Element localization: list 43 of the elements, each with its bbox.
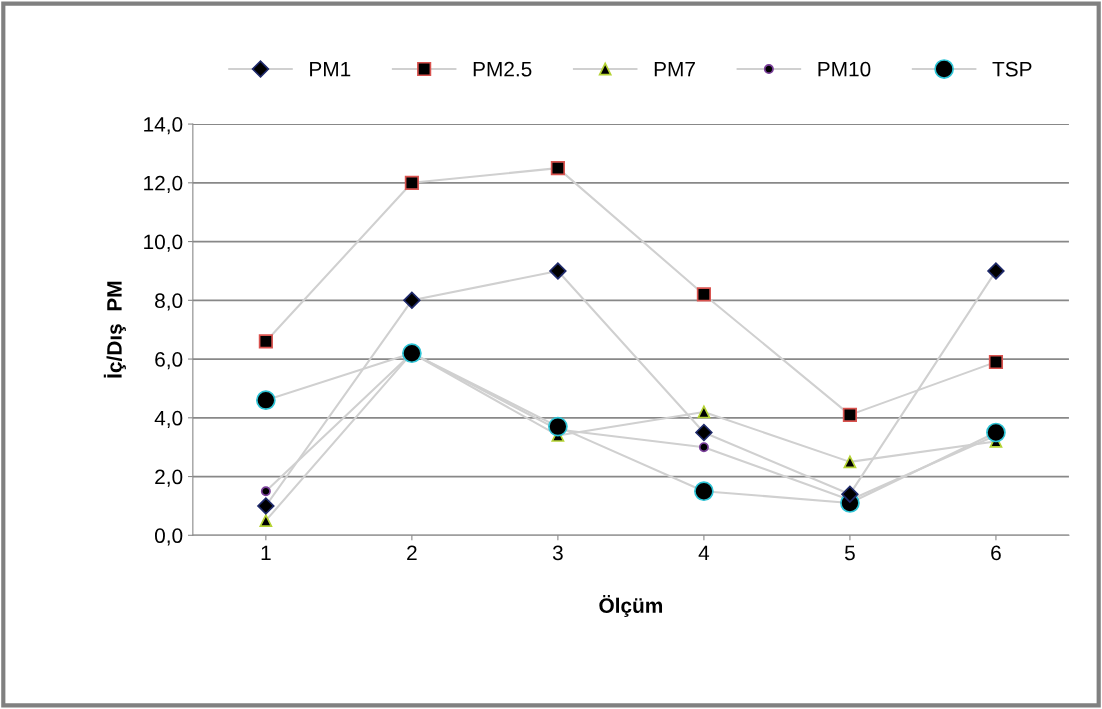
x-tick-label: 2 [407, 545, 417, 561]
y-tick-label: 8,0 [155, 293, 183, 311]
y-tick-label: 2,0 [155, 469, 183, 487]
x-tick-label: 1 [261, 545, 271, 561]
point [258, 334, 273, 349]
point [986, 422, 1006, 443]
point [694, 481, 714, 502]
y-tick-label: 12,0 [144, 175, 183, 194]
point [550, 161, 565, 176]
y-tick-label: 14,0 [144, 117, 183, 135]
legend-label: PM1 [310, 62, 351, 77]
point [402, 343, 422, 364]
point [260, 486, 271, 497]
x-tick-label: 4 [698, 545, 710, 561]
y-tick-label: 6,0 [155, 352, 183, 370]
x-tick-label: 3 [552, 545, 563, 561]
y-tick-label: 4,0 [154, 410, 183, 429]
point [548, 416, 568, 437]
x-axis-title: Ölçüm [599, 594, 663, 618]
point [259, 514, 273, 527]
point [988, 354, 1004, 370]
point [698, 442, 709, 453]
point [696, 287, 711, 302]
x-tick-label: 6 [991, 545, 1001, 561]
point [842, 407, 858, 422]
legend-label: TSP [992, 61, 1032, 77]
point [987, 262, 1005, 280]
point [695, 423, 713, 442]
point [257, 497, 275, 515]
point [255, 390, 276, 411]
legend-label: PM10 [818, 61, 871, 77]
y-tick-label: 10,0 [144, 234, 183, 252]
legend-label: PM2.5 [473, 61, 532, 77]
point [841, 485, 859, 503]
point [843, 455, 857, 469]
point [549, 262, 567, 280]
x-tick-label: 5 [844, 545, 855, 561]
y-axis-title: İç/Dış PM [103, 281, 126, 378]
point [697, 405, 711, 419]
legend-label: PM7 [654, 62, 695, 77]
y-tick-label: 0,0 [154, 528, 183, 546]
point [403, 291, 421, 310]
point [404, 175, 419, 190]
